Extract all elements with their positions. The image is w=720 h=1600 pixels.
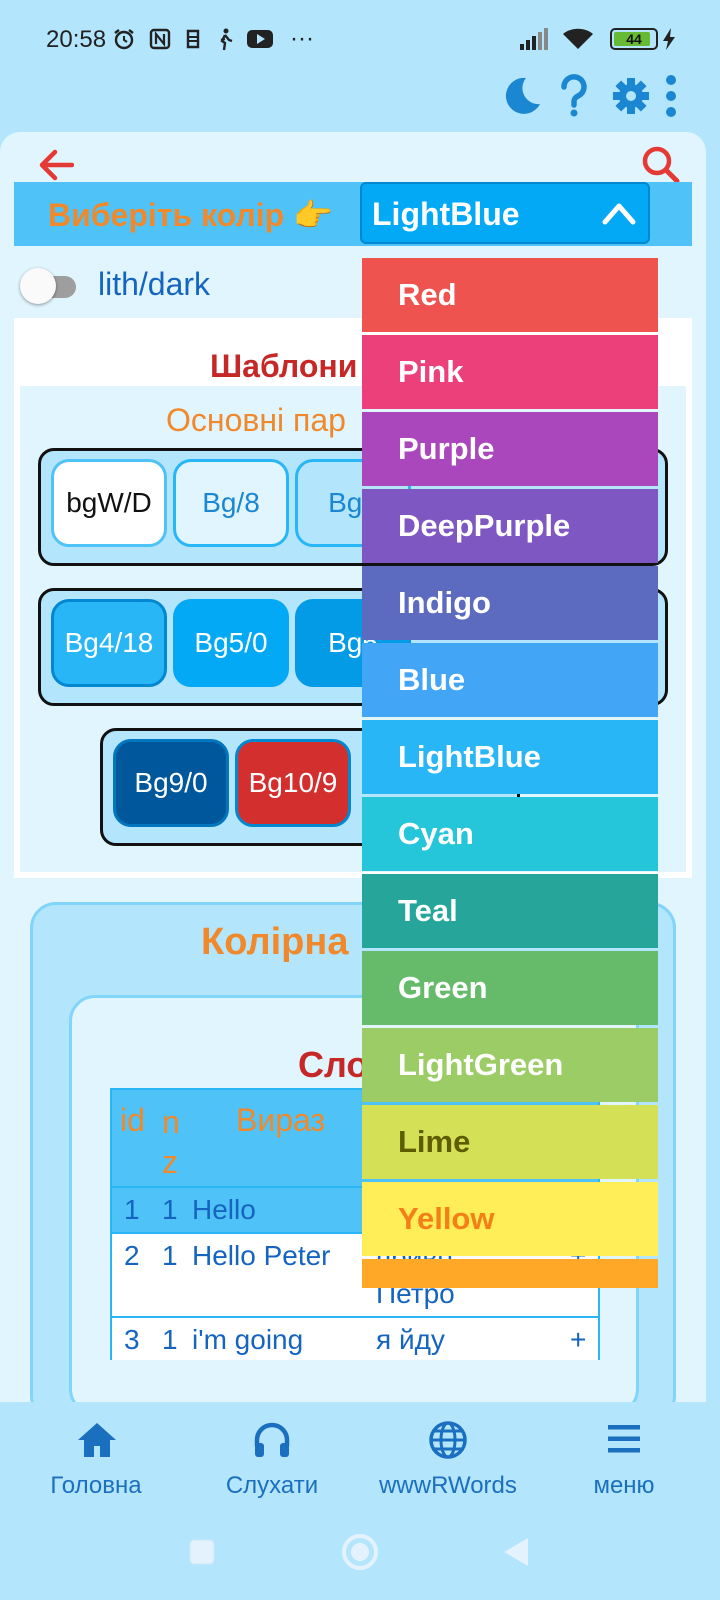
- color-scheme-title: Колірна: [201, 921, 349, 963]
- cell-nz: 1: [162, 1324, 178, 1355]
- gear-icon[interactable]: [612, 74, 650, 124]
- color-option-lightblue[interactable]: LightBlue: [362, 720, 658, 794]
- color-option-indigo[interactable]: Indigo: [362, 566, 658, 640]
- more-notifications-icon: ···: [290, 25, 314, 52]
- status-time: 20:58: [46, 26, 107, 53]
- nav-wwwrwords-label: wwwRWords: [379, 1472, 517, 1499]
- bottom-navigation: Головна Слухати wwwRWords меню: [0, 1402, 720, 1512]
- cell-phrase: i'm going: [192, 1324, 304, 1355]
- template-chip-bg9[interactable]: Bg9/0: [113, 739, 229, 827]
- home-icon: [76, 1420, 118, 1465]
- color-option-green[interactable]: Green: [362, 951, 658, 1025]
- help-icon[interactable]: [560, 74, 588, 124]
- color-option-blue[interactable]: Blue: [362, 643, 658, 717]
- search-icon[interactable]: [642, 146, 680, 189]
- alarm-icon: [112, 27, 136, 56]
- color-option-deeppurple[interactable]: DeepPurple: [362, 489, 658, 563]
- walk-icon: [214, 27, 236, 56]
- globe-icon: [428, 1420, 468, 1465]
- nav-menu[interactable]: меню: [564, 1420, 684, 1500]
- theme-toggle-label: lith/dark: [98, 266, 211, 302]
- color-option-pink[interactable]: Pink: [362, 335, 658, 409]
- system-navigation-bar: [0, 1512, 720, 1600]
- recent-apps-icon[interactable]: [188, 1538, 216, 1571]
- nav-home[interactable]: Головна: [36, 1420, 156, 1500]
- battery-level: 44: [626, 31, 642, 47]
- color-select-label: Виберіть колір 👉: [48, 197, 333, 233]
- template-chip-bg10[interactable]: Bg10/9: [235, 739, 351, 827]
- cell-phrase: Hello: [192, 1194, 256, 1225]
- home-button-icon[interactable]: [340, 1532, 380, 1577]
- battery-icon: 44: [610, 28, 658, 50]
- headphones-icon: [252, 1420, 292, 1465]
- template-chip-bg5[interactable]: Bg5/0: [173, 599, 289, 687]
- nav-home-label: Головна: [50, 1472, 142, 1499]
- color-option-lime[interactable]: Lime: [362, 1105, 658, 1179]
- color-select[interactable]: LightBlue: [360, 182, 650, 244]
- back-button-icon[interactable]: [502, 1536, 530, 1573]
- template-chip-bg8[interactable]: Bg/8: [173, 459, 289, 547]
- cell-id: 2: [124, 1240, 140, 1271]
- dictionary-title: Сло: [298, 1044, 369, 1085]
- cell-phrase: Hello Peter: [192, 1240, 331, 1271]
- color-select-row: Виберіть колір 👉 LightBlue: [14, 182, 692, 246]
- cell-nz: 1: [162, 1194, 178, 1225]
- arrow-left-icon[interactable]: [38, 148, 75, 187]
- nfc-icon: [148, 27, 172, 56]
- vpn-icon: [182, 27, 204, 56]
- color-option-lightgreen[interactable]: LightGreen: [362, 1028, 658, 1102]
- color-option-cyan[interactable]: Cyan: [362, 797, 658, 871]
- header-row: [14, 142, 692, 190]
- cell-nz: 1: [162, 1240, 178, 1271]
- table-row[interactable]: 3 1 i'm going я йду +: [112, 1316, 598, 1360]
- nav-menu-label: меню: [593, 1472, 655, 1499]
- color-dropdown-list: Red Pink Purple DeepPurple Indigo Blue L…: [362, 258, 658, 1288]
- templates-subtitle: Основні пар: [166, 402, 346, 438]
- cell-id: 1: [124, 1194, 140, 1225]
- cell-id: 3: [124, 1324, 140, 1355]
- color-option-red[interactable]: Red: [362, 258, 658, 332]
- cell-translation: я йду: [376, 1324, 445, 1355]
- kebab-menu-icon[interactable]: [664, 74, 678, 124]
- template-chip-bgwd[interactable]: bgW/D: [51, 459, 167, 547]
- cell-mark[interactable]: +: [570, 1324, 587, 1355]
- charging-icon: [662, 27, 676, 56]
- nav-listen-label: Слухати: [225, 1472, 319, 1499]
- header-nz: n z: [162, 1104, 180, 1180]
- moon-icon[interactable]: [500, 74, 542, 124]
- color-option-teal[interactable]: Teal: [362, 874, 658, 948]
- nav-wwwrwords[interactable]: wwwRWords: [376, 1420, 520, 1500]
- nav-listen[interactable]: Слухати: [212, 1420, 332, 1500]
- templates-title: Шаблони: [210, 348, 358, 384]
- wifi-icon: [562, 27, 594, 56]
- color-select-value: LightBlue: [372, 196, 520, 232]
- signal-icon: [520, 27, 552, 56]
- youtube-icon: [246, 27, 274, 56]
- header-id: id: [120, 1102, 145, 1138]
- color-option-orange[interactable]: [362, 1259, 658, 1288]
- hamburger-menu-icon: [606, 1422, 642, 1461]
- toggle-thumb[interactable]: [20, 268, 56, 304]
- chevron-up-icon: [602, 200, 636, 231]
- header-phrase: Вираз: [236, 1102, 326, 1138]
- status-bar: 20:58 ··· 44: [0, 0, 720, 80]
- color-option-purple[interactable]: Purple: [362, 412, 658, 486]
- color-option-yellow[interactable]: Yellow: [362, 1182, 658, 1256]
- template-chip-bg4[interactable]: Bg4/18: [51, 599, 167, 687]
